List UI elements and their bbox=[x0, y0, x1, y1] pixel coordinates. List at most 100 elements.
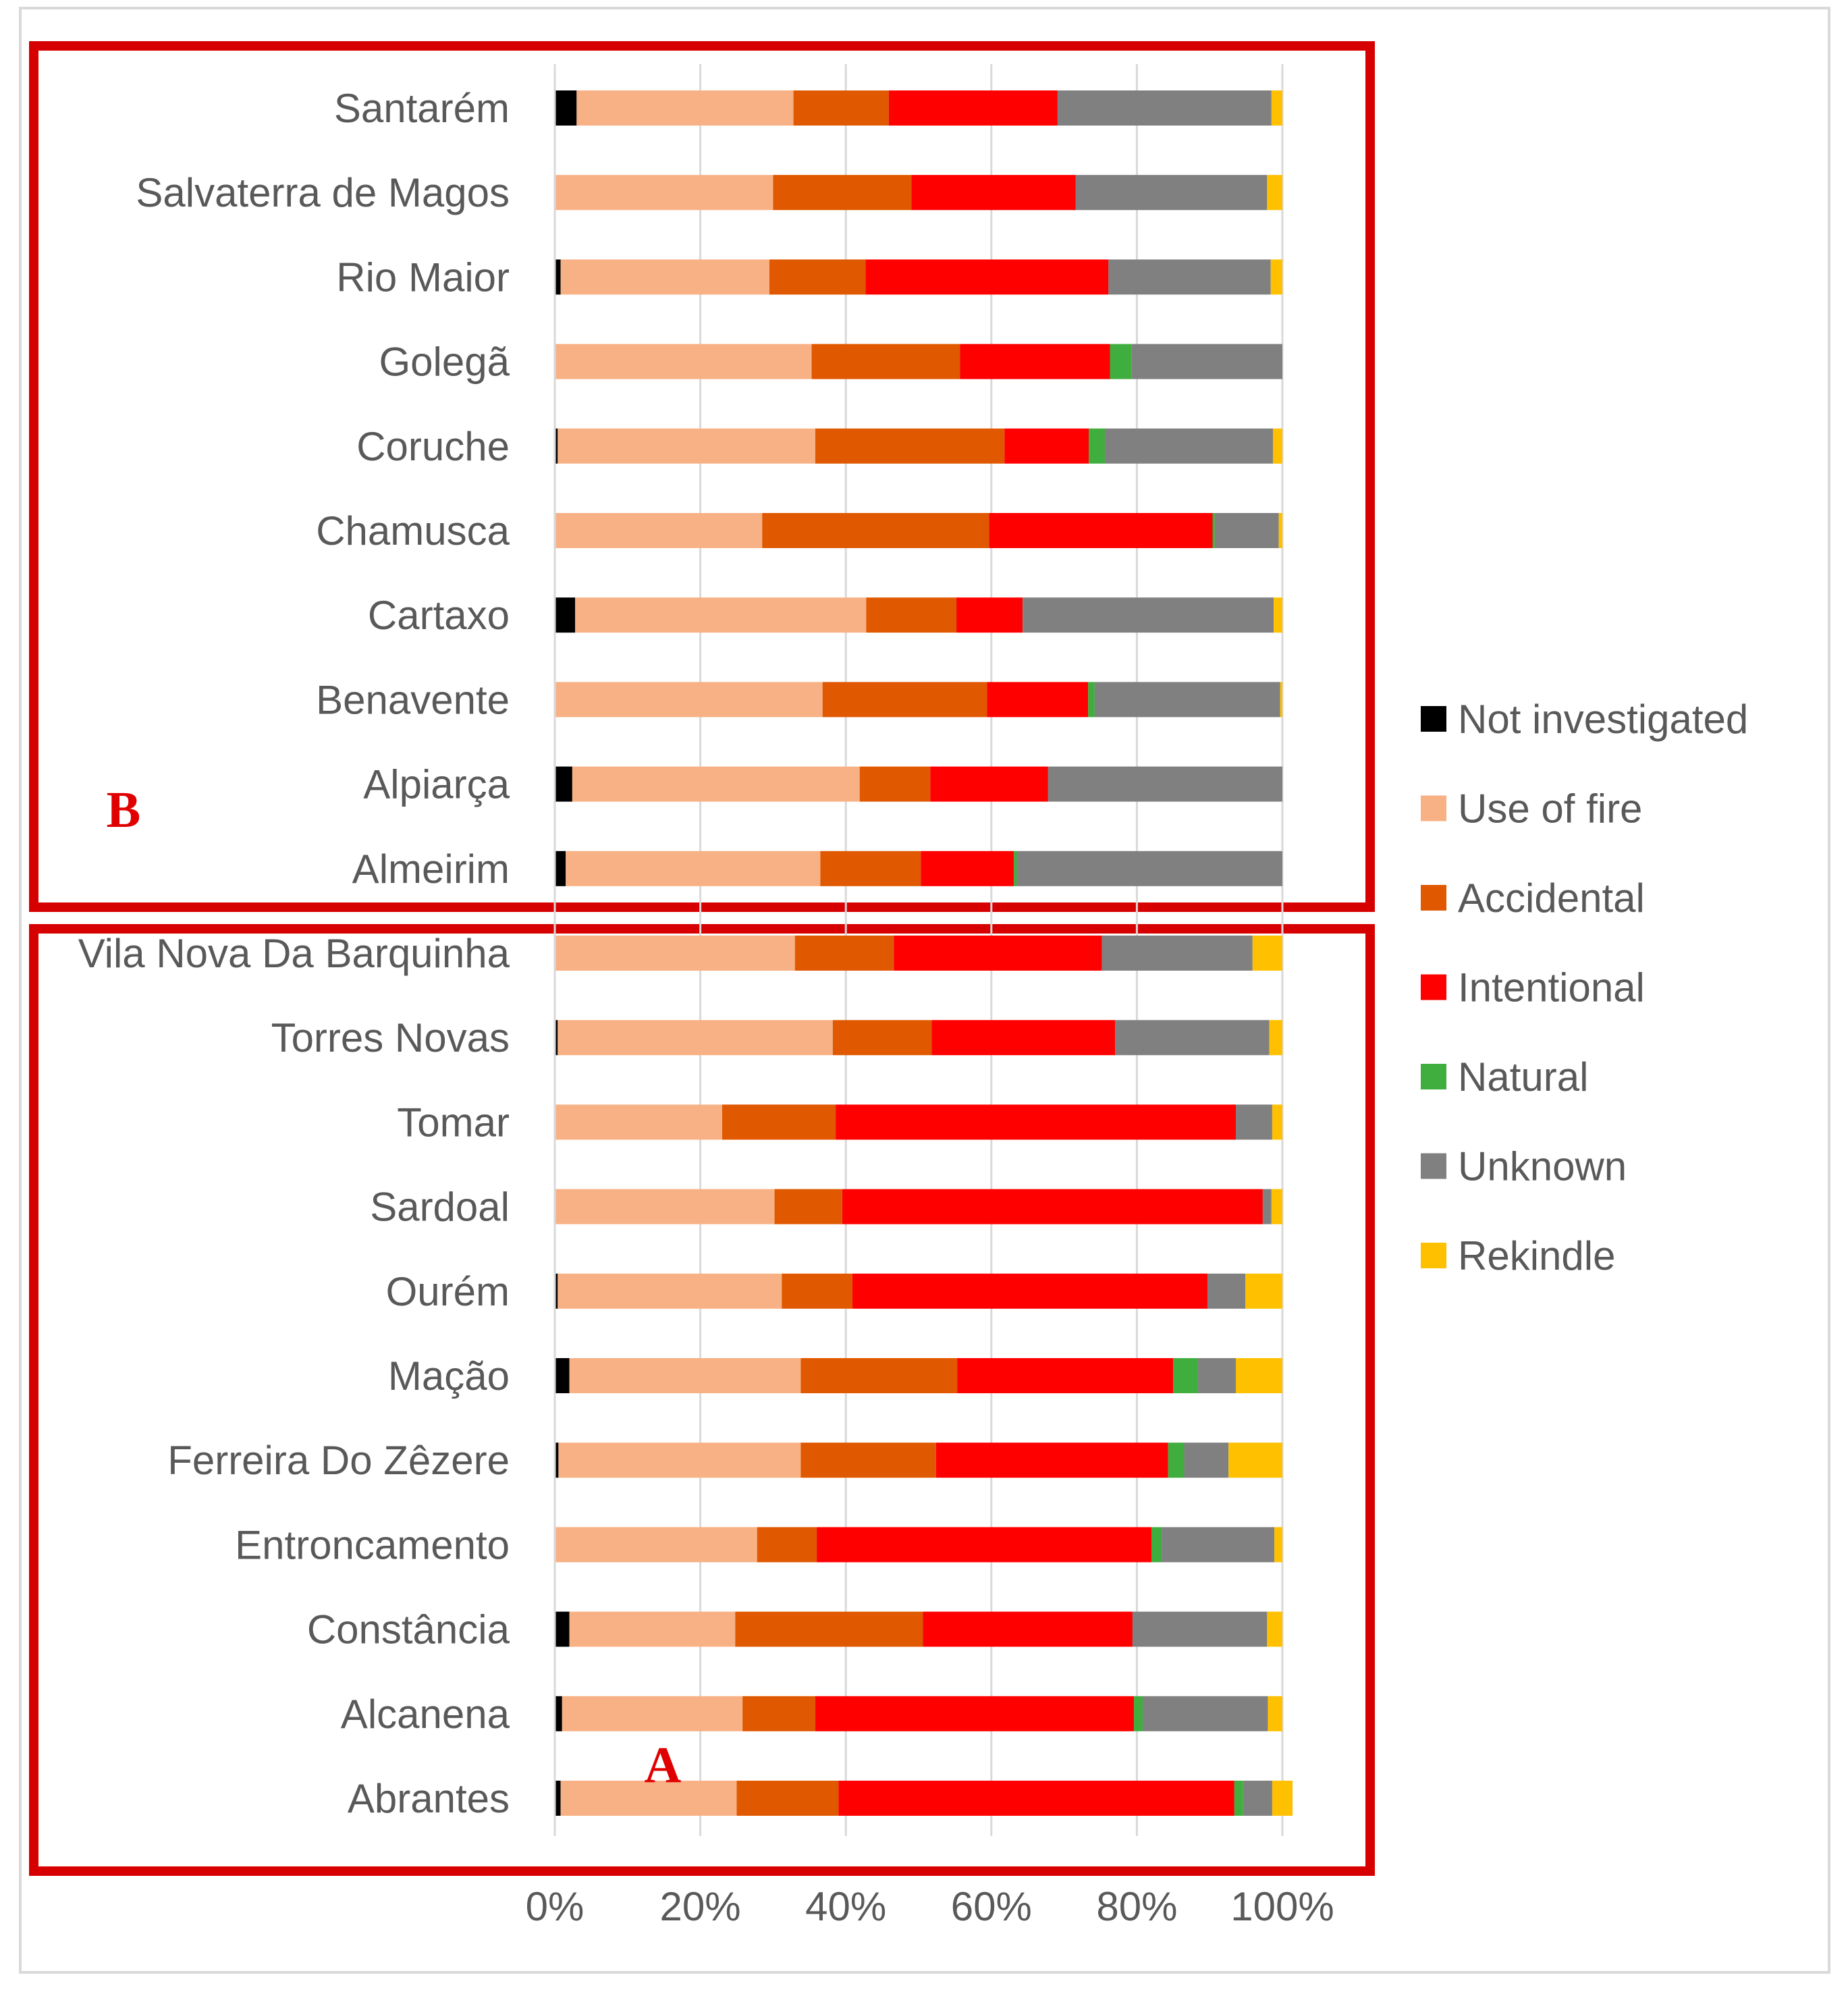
bar-segment-benavente-intentional bbox=[987, 682, 1089, 718]
x-tick-label-40: 40% bbox=[805, 1884, 886, 1929]
bar-segment-tomar-unknown bbox=[1236, 1104, 1272, 1140]
bar-segment-vila-nova-da-barquinha-intentional bbox=[894, 936, 1102, 971]
bar-segment-sardoal-accidental bbox=[774, 1189, 842, 1224]
category-label-sardoal: Sardoal bbox=[370, 1185, 510, 1230]
legend-item-intentional: Intentional bbox=[1421, 965, 1645, 1010]
bar-segment-torres-novas-accidental bbox=[832, 1020, 932, 1056]
bar-segment-tomar-use-of-fire bbox=[555, 1104, 722, 1140]
bar-segment-coruche-natural bbox=[1089, 428, 1105, 464]
legend-swatch-unknown bbox=[1421, 1153, 1446, 1179]
category-label-macao: Mação bbox=[388, 1353, 510, 1399]
category-labels: Santarém Salvaterra de Magos Rio Maior Gole… bbox=[78, 86, 510, 1821]
category-label-alpiarca: Alpiarça bbox=[363, 762, 510, 807]
bar-row-alpiarca bbox=[555, 766, 1282, 802]
bar-segment-alpiarca-intentional bbox=[930, 766, 1048, 802]
bar-segment-torres-novas-use-of-fire bbox=[558, 1020, 833, 1056]
bar-segment-benavente-natural bbox=[1088, 682, 1095, 718]
bar-segment-constancia-rekindle bbox=[1267, 1611, 1282, 1647]
bar-segment-tomar-rekindle bbox=[1272, 1104, 1282, 1140]
bar-segment-alcanena-not-investigated bbox=[555, 1696, 562, 1731]
bar-segment-constancia-unknown bbox=[1132, 1611, 1268, 1647]
legend-item-rekindle: Rekindle bbox=[1421, 1233, 1615, 1278]
bar-segment-abrantes-intentional bbox=[838, 1781, 1234, 1816]
bar-segment-benavente-unknown bbox=[1094, 682, 1280, 718]
category-label-almeirim: Almeirim bbox=[352, 846, 510, 892]
bar-segment-vila-nova-da-barquinha-rekindle bbox=[1252, 936, 1282, 971]
bar-segment-santarem-use-of-fire bbox=[576, 90, 794, 126]
category-label-tomar: Tomar bbox=[397, 1100, 510, 1145]
legend-label-unknown: Unknown bbox=[1458, 1144, 1627, 1189]
bar-row-alcanena bbox=[555, 1696, 1282, 1731]
x-tick-label-80: 80% bbox=[1096, 1884, 1177, 1929]
bar-segment-golega-intentional bbox=[960, 344, 1110, 379]
legend-item-natural: Natural bbox=[1421, 1054, 1588, 1100]
bar-segment-alpiarca-unknown bbox=[1048, 766, 1282, 802]
bar-segment-chamusca-unknown bbox=[1214, 513, 1279, 548]
category-label-santarem: Santarém bbox=[334, 86, 510, 131]
bar-segment-golega-unknown bbox=[1131, 344, 1282, 379]
bar-segment-salvaterra-de-magos-intentional bbox=[911, 175, 1076, 211]
bar-segment-salvaterra-de-magos-use-of-fire bbox=[555, 175, 773, 211]
bar-segment-chamusca-use-of-fire bbox=[555, 513, 763, 548]
category-label-rio-maior: Rio Maior bbox=[336, 254, 510, 300]
category-label-salvaterra-de-magos: Salvaterra de Magos bbox=[136, 170, 510, 215]
bar-segment-chamusca-intentional bbox=[989, 513, 1213, 548]
bar-row-salvaterra-de-magos bbox=[555, 175, 1282, 211]
bar-row-chamusca bbox=[555, 513, 1282, 548]
bar-segment-benavente-accidental bbox=[822, 682, 987, 718]
bar-segment-ourem-rekindle bbox=[1245, 1273, 1282, 1309]
bar-segment-ourem-unknown bbox=[1207, 1273, 1246, 1309]
legend-item-accidental: Accidental bbox=[1421, 875, 1645, 921]
bar-segment-alpiarca-use-of-fire bbox=[572, 766, 860, 802]
bar-segment-entroncamento-natural bbox=[1151, 1527, 1162, 1563]
bar-row-entroncamento bbox=[555, 1527, 1282, 1563]
legend-swatch-natural bbox=[1421, 1064, 1446, 1089]
bar-segment-entroncamento-use-of-fire bbox=[555, 1527, 757, 1563]
legend-swatch-use-of-fire bbox=[1421, 795, 1446, 821]
legend-label-intentional: Intentional bbox=[1458, 965, 1645, 1010]
bar-segment-sardoal-unknown bbox=[1262, 1189, 1272, 1224]
legend-item-not-investigated: Not investigated bbox=[1421, 697, 1748, 742]
bar-row-ourem bbox=[555, 1273, 1282, 1309]
bar-row-abrantes bbox=[555, 1781, 1293, 1816]
bar-segment-rio-maior-rekindle bbox=[1270, 259, 1282, 295]
bar-segment-macao-use-of-fire bbox=[569, 1358, 801, 1393]
category-label-benavente: Benavente bbox=[316, 677, 510, 722]
bar-segment-sardoal-use-of-fire bbox=[555, 1189, 775, 1224]
legend-swatch-not-investigated bbox=[1421, 706, 1446, 732]
bar-segment-abrantes-use-of-fire bbox=[560, 1781, 737, 1816]
category-label-golega: Golegã bbox=[379, 340, 510, 385]
x-tick-label-20: 20% bbox=[660, 1884, 741, 1929]
x-tick-label-0: 0% bbox=[526, 1884, 585, 1929]
bar-segment-ferreira-do-zezere-natural bbox=[1168, 1442, 1185, 1478]
bar-segment-salvaterra-de-magos-unknown bbox=[1075, 175, 1268, 211]
region-b-letter: B bbox=[107, 782, 141, 838]
legend-label-rekindle: Rekindle bbox=[1458, 1233, 1615, 1278]
bar-segment-entroncamento-accidental bbox=[757, 1527, 817, 1563]
bar-segment-almeirim-natural bbox=[1014, 851, 1017, 886]
bar-row-benavente bbox=[555, 682, 1282, 718]
legend-item-use-of-fire: Use of fire bbox=[1421, 786, 1642, 832]
category-label-ferreira-do-zezere: Ferreira Do Zêzere bbox=[167, 1438, 510, 1483]
bar-segment-chamusca-natural bbox=[1212, 513, 1215, 548]
bar-segment-macao-rekindle bbox=[1236, 1358, 1282, 1393]
x-tick-labels: 0% 20% 40% 60% 80% 100% bbox=[526, 1884, 1334, 1929]
bar-segment-cartaxo-use-of-fire bbox=[575, 597, 867, 633]
bar-segment-almeirim-not-investigated bbox=[555, 851, 566, 886]
bar-segment-almeirim-accidental bbox=[820, 851, 921, 886]
bar-segment-cartaxo-not-investigated bbox=[555, 597, 576, 633]
bar-segment-alpiarca-not-investigated bbox=[555, 766, 572, 802]
bar-segment-constancia-not-investigated bbox=[555, 1611, 570, 1647]
category-label-cartaxo: Cartaxo bbox=[368, 593, 510, 638]
bar-segment-vila-nova-da-barquinha-accidental bbox=[794, 936, 894, 971]
bar-segment-coruche-not-investigated bbox=[555, 428, 558, 464]
category-label-constancia: Constância bbox=[307, 1607, 510, 1652]
x-tick-label-60: 60% bbox=[951, 1884, 1032, 1929]
bar-segment-coruche-use-of-fire bbox=[558, 428, 815, 464]
bar-segment-coruche-accidental bbox=[815, 428, 1005, 464]
bar-segment-salvaterra-de-magos-accidental bbox=[773, 175, 912, 211]
bar-segment-vila-nova-da-barquinha-use-of-fire bbox=[555, 936, 795, 971]
bar-segment-almeirim-unknown bbox=[1016, 851, 1282, 886]
bar-row-coruche bbox=[555, 428, 1282, 464]
